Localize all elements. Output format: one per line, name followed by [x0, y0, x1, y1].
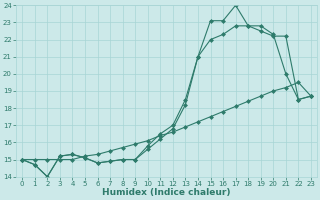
X-axis label: Humidex (Indice chaleur): Humidex (Indice chaleur) [102, 188, 231, 197]
